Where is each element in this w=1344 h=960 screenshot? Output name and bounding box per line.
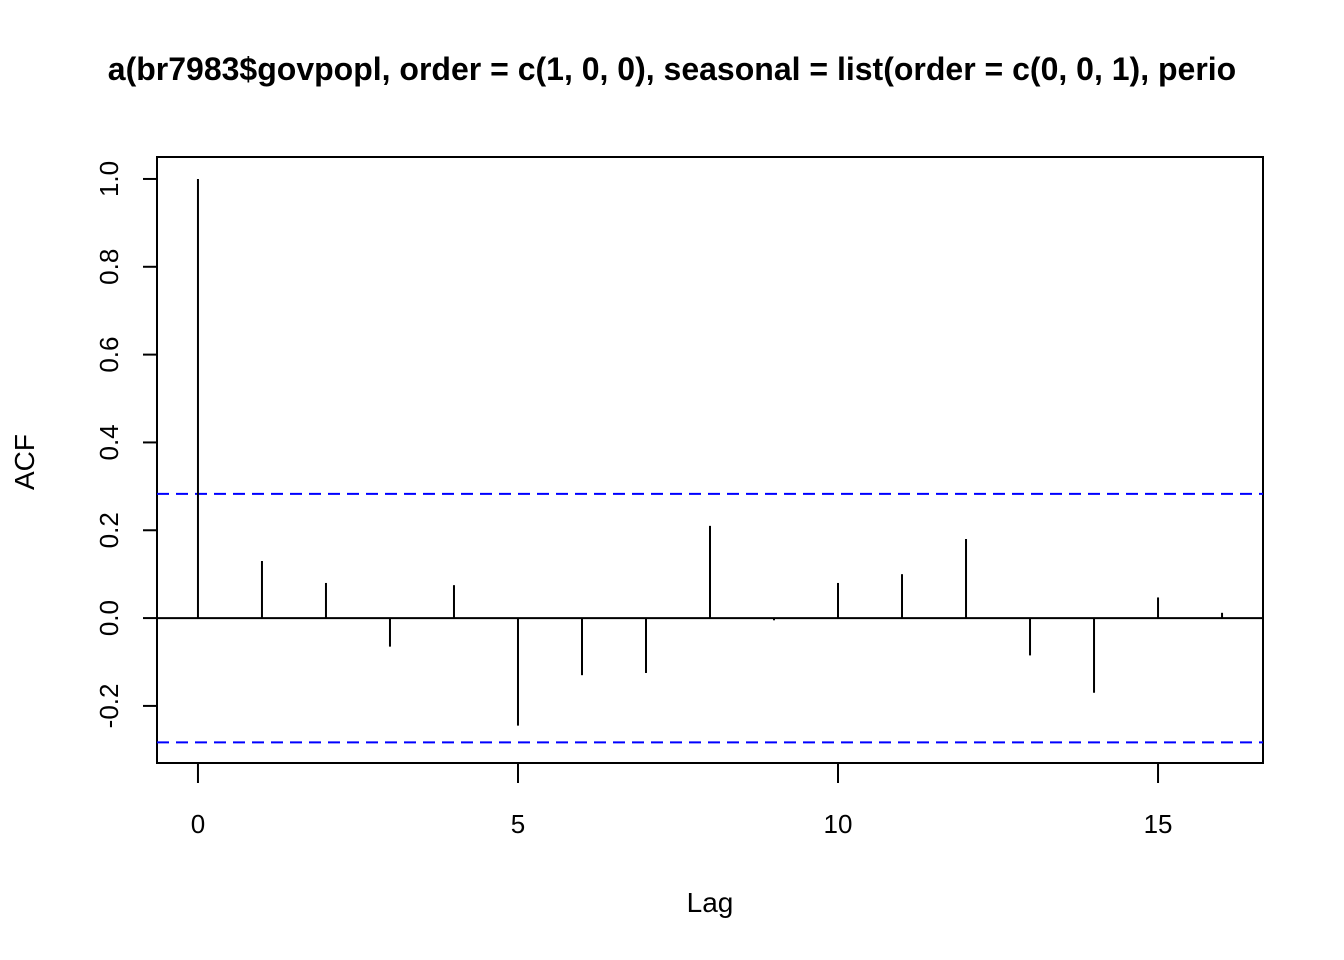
x-tick-label: 5: [511, 809, 525, 839]
y-tick-label: 0.2: [94, 512, 124, 548]
y-axis: -0.2 0.0 0.2 0.4 0.6 0.8 1.0: [94, 161, 158, 729]
y-tick-label: -0.2: [94, 684, 124, 729]
x-tick-label: 10: [824, 809, 853, 839]
x-axis: 0 5 10 15: [191, 762, 1173, 839]
y-tick-label: 1.0: [94, 161, 124, 197]
y-tick-label: 0.6: [94, 337, 124, 373]
plot-frame: [156, 156, 1264, 764]
y-tick-label: 0.4: [94, 424, 124, 460]
x-tick-label: 0: [191, 809, 205, 839]
y-tick-label: 0.0: [94, 600, 124, 636]
confidence-band-lines: [157, 492, 1263, 744]
y-tick-label: 0.8: [94, 249, 124, 285]
y-axis-title: ACF: [9, 434, 40, 490]
acf-bars: [157, 178, 1263, 726]
chart-title: a(br7983$govpopl, order = c(1, 0, 0), se…: [108, 51, 1236, 87]
x-axis-title: Lag: [687, 887, 734, 918]
x-tick-label: 15: [1144, 809, 1173, 839]
